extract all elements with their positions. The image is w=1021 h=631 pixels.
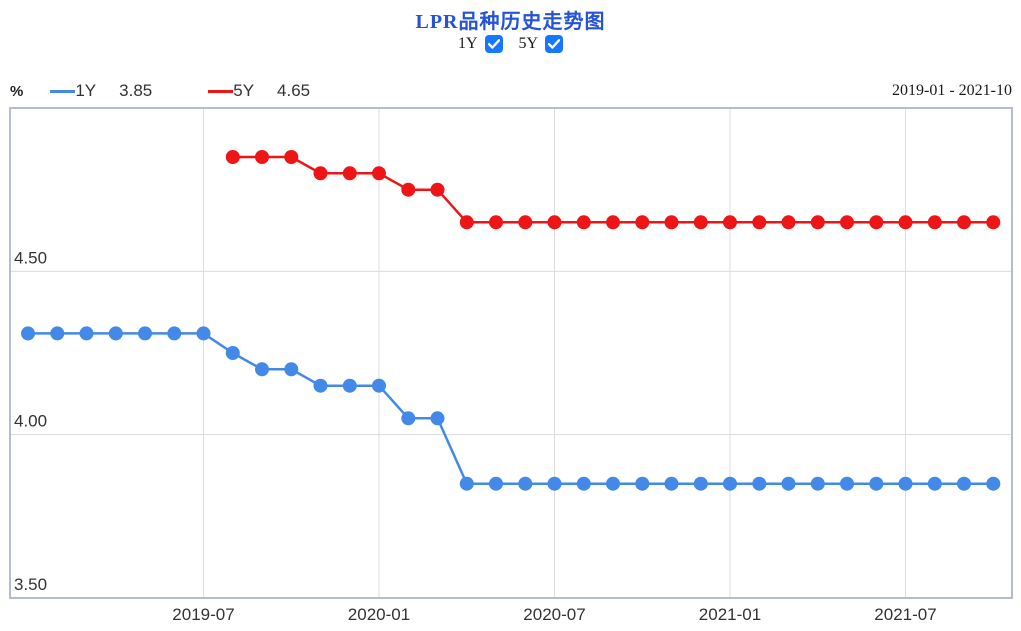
data-point-1y <box>489 476 503 491</box>
data-point-1y <box>79 326 94 341</box>
data-point-1y <box>957 476 971 491</box>
data-point-5y <box>781 215 796 230</box>
data-point-5y <box>489 215 503 230</box>
data-point-5y <box>957 215 971 230</box>
data-point-1y <box>869 476 884 491</box>
data-point-5y <box>342 166 357 181</box>
data-point-1y <box>576 476 591 491</box>
legend-swatch-1y <box>50 89 76 93</box>
toggle-1y: 1Y <box>458 35 503 53</box>
legend-name-5y: 5Y <box>233 81 255 100</box>
x-tick-label: 2020-07 <box>523 605 585 624</box>
data-point-5y <box>430 182 445 197</box>
data-point-1y <box>21 326 35 341</box>
x-tick-label: 2019-07 <box>172 605 234 624</box>
toggle-1y-label: 1Y <box>457 35 478 52</box>
data-point-5y <box>372 166 386 181</box>
data-point-1y <box>108 326 123 341</box>
check-icon <box>487 39 500 49</box>
data-point-5y <box>576 215 591 230</box>
data-point-1y <box>723 476 737 491</box>
chart-legend: % 1Y 3.85 5Y 4.65 2019-01 - 2021-10 <box>10 81 1012 101</box>
data-point-1y <box>430 411 445 426</box>
y-tick-label: 3.50 <box>14 575 47 594</box>
y-tick-label: 4.00 <box>14 412 47 431</box>
y-tick-label: 4.50 <box>14 248 47 267</box>
data-point-5y <box>869 215 884 230</box>
x-tick-label: 2021-01 <box>699 605 761 624</box>
data-point-1y <box>840 476 854 491</box>
data-point-1y <box>781 476 796 491</box>
data-point-1y <box>225 346 240 360</box>
toggle-5y-checkbox[interactable] <box>545 35 564 53</box>
data-point-5y <box>723 215 737 230</box>
data-point-1y <box>342 378 357 393</box>
data-point-1y <box>196 326 211 341</box>
toggle-5y: 5Y <box>519 35 564 53</box>
data-point-1y <box>50 326 65 341</box>
data-point-5y <box>752 215 767 230</box>
data-point-1y <box>664 476 679 491</box>
data-point-1y <box>898 476 913 491</box>
data-point-1y <box>693 476 708 491</box>
legend-value-1y: 3.85 <box>119 81 153 100</box>
data-point-5y <box>898 215 913 230</box>
data-point-1y <box>635 476 650 491</box>
data-point-5y <box>255 150 269 164</box>
data-point-5y <box>225 150 240 164</box>
plot-area-border <box>9 107 1013 599</box>
data-point-1y <box>810 476 825 491</box>
data-point-5y <box>927 215 942 230</box>
data-point-5y <box>810 215 825 230</box>
data-point-5y <box>459 215 474 230</box>
y-axis-unit-label: % <box>10 82 24 100</box>
data-point-5y <box>635 215 650 230</box>
data-point-1y <box>401 411 416 426</box>
series-line-1y <box>28 332 994 485</box>
data-point-5y <box>518 215 533 230</box>
data-point-1y <box>138 326 152 341</box>
data-point-5y <box>606 215 620 230</box>
legend-name-1y: 1Y <box>75 81 97 100</box>
data-point-1y <box>752 476 767 491</box>
data-point-5y <box>840 215 854 230</box>
series-line-5y <box>232 155 994 224</box>
toggle-1y-checkbox[interactable] <box>484 35 503 53</box>
data-point-1y <box>518 476 533 491</box>
data-point-1y <box>313 378 328 393</box>
legend-swatch-5y <box>208 89 234 93</box>
toggle-5y-label: 5Y <box>518 35 539 52</box>
page-title: LPR品种历史走势图 <box>415 11 606 33</box>
data-point-5y <box>986 215 1001 230</box>
data-point-1y <box>927 476 942 491</box>
data-point-1y <box>606 476 620 491</box>
data-point-5y <box>401 182 416 197</box>
data-point-1y <box>986 476 1001 491</box>
data-point-5y <box>547 215 562 230</box>
data-point-1y <box>547 476 562 491</box>
series-toggles: 1Y 5Y <box>0 35 1021 53</box>
legend-item-5y: 5Y 4.65 <box>208 81 310 101</box>
data-point-1y <box>284 362 299 377</box>
data-point-5y <box>313 166 328 181</box>
check-icon <box>548 39 561 49</box>
data-point-1y <box>459 476 474 491</box>
data-point-5y <box>693 215 708 230</box>
data-point-5y <box>664 215 679 230</box>
data-point-5y <box>284 150 299 164</box>
data-point-1y <box>372 378 386 393</box>
legend-value-5y: 4.65 <box>277 81 311 100</box>
date-range: 2019-01 - 2021-10 <box>892 82 1012 99</box>
x-tick-label: 2021-07 <box>874 605 936 624</box>
x-tick-label: 2020-01 <box>348 605 410 624</box>
data-point-1y <box>255 362 269 377</box>
legend-item-1y: 1Y 3.85 <box>50 81 152 101</box>
data-point-1y <box>167 326 182 341</box>
